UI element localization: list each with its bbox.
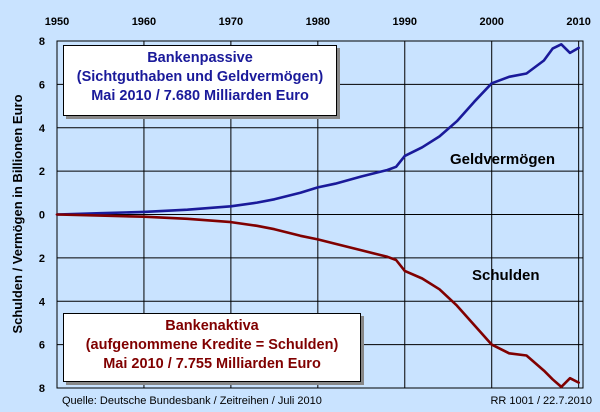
reference-note: RR 1001 / 22.7.2010 [490, 395, 592, 407]
axis-ticks: 1950 1960 1970 1980 1990 2000 2010 8 6 4 2 0 2 4 6 8 [39, 16, 591, 395]
x-tick-label: 1990 [393, 16, 417, 28]
y-tick-label: 4 [39, 123, 46, 135]
x-tick-label: 1950 [45, 16, 69, 28]
series-label-schulden: Schulden [472, 267, 540, 284]
x-tick-label: 1970 [219, 16, 243, 28]
annotation-line: (Sichtguthaben und Geldvermögen) [76, 69, 324, 85]
x-tick-label: 2000 [479, 16, 503, 28]
y-tick-label: 8 [39, 36, 45, 48]
y-tick-label: 8 [39, 383, 45, 395]
y-tick-label: 6 [39, 340, 45, 352]
source-note: Quelle: Deutsche Bundesbank / Zeitreihen… [62, 395, 322, 407]
y-tick-label: 6 [39, 79, 45, 91]
annotation-line: Bankenaktiva [165, 318, 259, 334]
y-tick-label: 0 [39, 210, 45, 222]
x-tick-label: 2010 [566, 16, 590, 28]
annotation-line: Mai 2010 / 7.755 Milliarden Euro [103, 356, 321, 372]
annotation-line: Bankenpassive [147, 50, 253, 66]
annotation-line: (aufgenommene Kredite = Schulden) [85, 337, 339, 353]
annotation-line: Mai 2010 / 7.680 Milliarden Euro [91, 88, 309, 104]
series-label-geldvermoegen: Geldvermögen [450, 151, 555, 168]
y-tick-label: 2 [39, 166, 45, 178]
annotation-box-bankenpassive: Bankenpassive (Sichtguthaben und Geldver… [63, 45, 337, 116]
x-tick-label: 1960 [132, 16, 156, 28]
series-line-schulden [55, 213, 581, 389]
y-axis-label: Schulden / Vermögen in Billionen Euro [10, 94, 25, 333]
x-tick-label: 1980 [306, 16, 330, 28]
series-lines [55, 42, 581, 389]
annotation-box-bankenaktiva: Bankenaktiva (aufgenommene Kredite = Sch… [63, 313, 361, 382]
y-tick-label: 4 [39, 296, 46, 308]
y-tick-label: 2 [39, 253, 45, 265]
series-line-geldvermoegen [55, 42, 581, 216]
